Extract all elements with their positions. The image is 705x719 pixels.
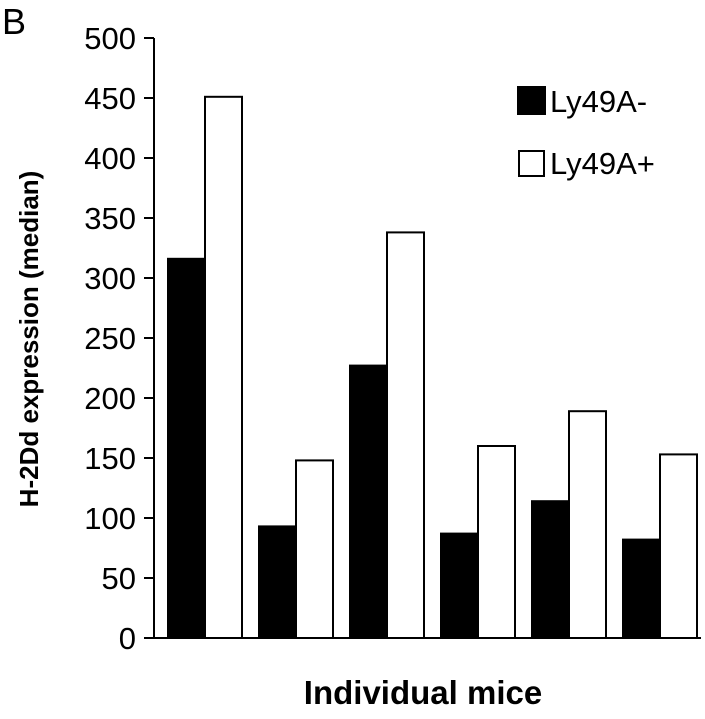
panel-letter: B [2,1,26,42]
bar-ly49a-plus-mouse-6 [659,453,698,639]
bar-ly49a-plus-mouse-5 [568,410,607,640]
bar-ly49a-minus-mouse-2 [258,525,297,640]
bar-ly49a-minus-mouse-6 [622,538,661,639]
y-ticks: 0 50 100 150 200 250 300 350 400 450 500 [84,21,154,656]
legend: Ly49A- Ly49A+ [517,84,655,181]
y-axis-title: H-2Dd expression (median) [14,171,44,508]
bars [167,95,698,640]
y-tick-label: 200 [84,381,136,416]
x-axis-title: Individual mice [304,674,542,711]
legend-label-ly49a-plus: Ly49A+ [550,146,655,181]
legend-label-ly49a-minus: Ly49A- [550,84,647,119]
bar-ly49a-plus-mouse-4 [477,445,516,639]
bar-ly49a-plus-mouse-1 [204,95,243,640]
y-tick-label: 300 [84,261,136,296]
bar-ly49a-plus-mouse-2 [295,459,334,639]
legend-swatch-ly49a-minus [517,86,546,115]
bar-ly49a-minus-mouse-1 [167,257,206,639]
y-tick-label: 500 [84,21,136,56]
y-tick-label: 100 [84,501,136,536]
bar-ly49a-minus-mouse-4 [440,532,479,639]
y-tick-label: 400 [84,141,136,176]
y-tick-label: 450 [84,81,136,116]
bar-ly49a-minus-mouse-3 [349,364,388,639]
y-tick-label: 350 [84,201,136,236]
y-tick-label: 250 [84,321,136,356]
y-tick-label: 150 [84,441,136,476]
y-tick-label: 0 [119,621,136,656]
legend-swatch-ly49a-plus [518,150,545,177]
y-tick-label: 50 [102,561,136,596]
bar-ly49a-plus-mouse-3 [386,231,425,639]
bar-ly49a-minus-mouse-5 [531,500,570,640]
